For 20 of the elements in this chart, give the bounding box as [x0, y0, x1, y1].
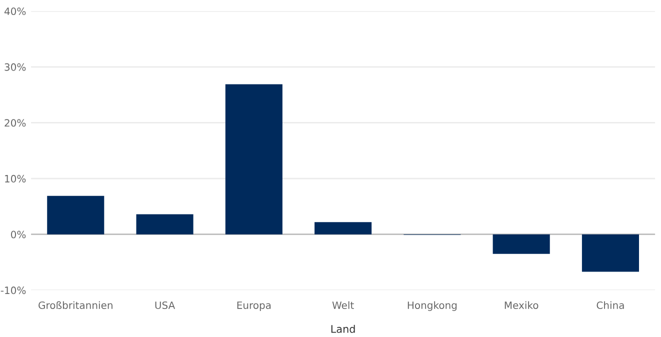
x-tick-label: USA: [155, 301, 176, 310]
x-tick-label: Mexiko: [504, 301, 538, 310]
x-tick-label: China: [596, 301, 624, 310]
y-tick-label: 40%: [4, 8, 26, 16]
bar: [136, 214, 194, 234]
bar: [47, 196, 104, 234]
bar: [582, 234, 640, 272]
bar: [314, 222, 372, 234]
bar: [492, 234, 550, 254]
y-tick-label: 30%: [4, 63, 26, 71]
x-tick-label: Hongkong: [408, 301, 457, 311]
y-tick-label: -10%: [0, 286, 26, 294]
y-tick-label: 0%: [11, 230, 26, 238]
y-tick-label: 20%: [4, 119, 26, 127]
bar: [225, 84, 282, 234]
x-tick-label: Welt: [332, 301, 354, 310]
x-tick-label: Europa: [237, 302, 271, 311]
x-axis-title: Land: [331, 324, 355, 333]
y-tick-label: 10%: [5, 174, 26, 182]
x-tick-label: Großbritannien: [38, 301, 112, 310]
